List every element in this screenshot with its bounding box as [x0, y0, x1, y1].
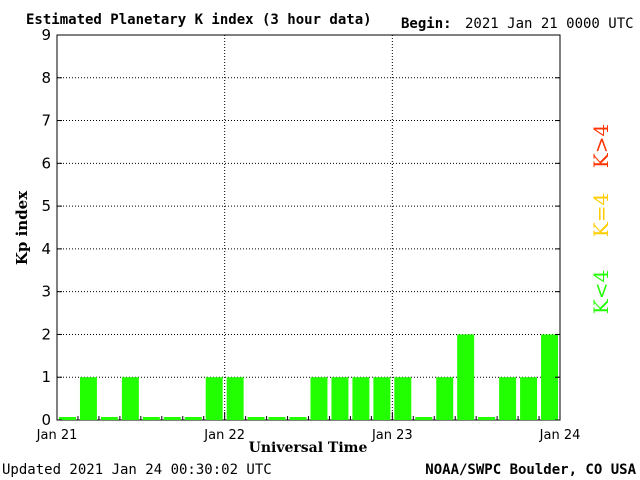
x-axis-label: Universal Time — [249, 440, 368, 456]
x-tick-label: Jan 22 — [203, 428, 245, 443]
updated-text: Updated 2021 Jan 24 00:30:02 UTC — [2, 462, 272, 478]
kp-bar — [100, 417, 118, 420]
y-tick-label: 9 — [41, 26, 51, 44]
y-tick-label: 4 — [41, 240, 51, 258]
kp-bar — [373, 377, 391, 420]
bars — [59, 334, 558, 420]
legend-k-gt-4: K>4 — [589, 124, 613, 168]
y-tick-label: 3 — [41, 283, 51, 301]
x-tick-label: Jan 23 — [371, 428, 413, 443]
credit-text: NOAA/SWPC Boulder, CO USA — [425, 462, 636, 478]
kp-bar — [247, 417, 265, 420]
kp-bar — [79, 377, 97, 420]
y-axis-ticks: 0 1 2 3 4 5 6 7 8 9 — [41, 26, 560, 429]
x-axis-ticks: Jan 21 Jan 22 Jan 23 Jan 24 — [36, 412, 581, 443]
chart-title: Estimated Planetary K index (3 hour data… — [26, 12, 372, 28]
kp-bar — [163, 417, 181, 420]
kp-bar — [289, 417, 307, 420]
kp-bar — [184, 417, 202, 420]
y-tick-label: 0 — [41, 411, 51, 429]
kp-bar — [226, 377, 244, 420]
y-tick-label: 7 — [41, 112, 51, 130]
kp-bar — [436, 377, 454, 420]
kp-bar — [478, 417, 496, 420]
kp-bar — [457, 334, 475, 420]
y-tick-label: 2 — [41, 325, 51, 343]
legend-k-eq-4: K=4 — [589, 193, 613, 237]
kp-bar — [541, 334, 558, 420]
y-tick-label: 8 — [41, 69, 51, 87]
y-axis-label: Kp index — [13, 190, 31, 265]
kp-bar — [415, 417, 433, 420]
kp-bar — [205, 377, 223, 420]
plot-area — [56, 34, 561, 421]
legend-k-lt-4: K<4 — [589, 270, 613, 314]
kp-bar — [499, 377, 517, 420]
kp-bar — [394, 377, 412, 420]
begin-label: Begin: — [401, 16, 452, 32]
y-tick-label: 6 — [41, 154, 51, 172]
x-tick-label: Jan 24 — [539, 428, 581, 443]
y-tick-label: 5 — [41, 197, 51, 215]
kp-bar — [520, 377, 538, 420]
kp-bar — [59, 417, 76, 420]
grid-lines — [57, 35, 560, 420]
kp-bar — [121, 377, 139, 420]
kp-bar — [310, 377, 328, 420]
x-tick-label: Jan 21 — [36, 428, 78, 443]
y-tick-label: 1 — [41, 368, 51, 386]
kp-bar — [268, 417, 286, 420]
kp-bar — [352, 377, 370, 420]
begin-value: 2021 Jan 21 0000 UTC — [465, 16, 634, 32]
kp-bar — [142, 417, 160, 420]
kp-bar — [331, 377, 349, 420]
